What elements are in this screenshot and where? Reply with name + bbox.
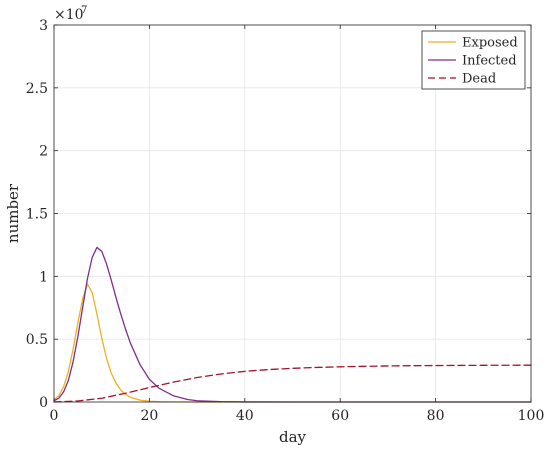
x-tick-label: 20 [140,408,158,424]
y-tick-label: 3 [39,18,48,34]
x-axis-label: day [279,428,307,446]
y-axis-multiplier: ×10 7 [54,5,87,23]
y-axis: 0 0.5 1 1.5 2 2.5 3 [26,18,531,411]
y-axis-label: number [4,183,22,243]
x-tick-label: 40 [236,408,254,424]
y-tick-label: 0 [39,395,48,411]
legend-label-infected: Infected [462,54,517,69]
legend-label-dead: Dead [462,72,496,87]
y-tick-label: 2.5 [26,81,48,97]
y-multiplier-exponent: 7 [81,5,87,16]
legend-label-exposed: Exposed [462,36,518,51]
x-tick-label: 60 [331,408,349,424]
y-tick-label: 1 [39,269,48,285]
y-tick-label: 0.5 [26,332,48,348]
x-tick-label: 0 [50,408,59,424]
legend: Exposed Infected Dead [421,30,526,90]
y-tick-label: 2 [39,144,48,160]
x-tick-label: 100 [518,408,545,424]
x-axis: 0 20 40 60 80 100 [50,25,545,424]
x-tick-label: 80 [427,408,445,424]
y-tick-label: 1.5 [26,207,48,223]
series-line-dead [53,364,532,403]
y-multiplier-base: ×10 [54,7,84,23]
